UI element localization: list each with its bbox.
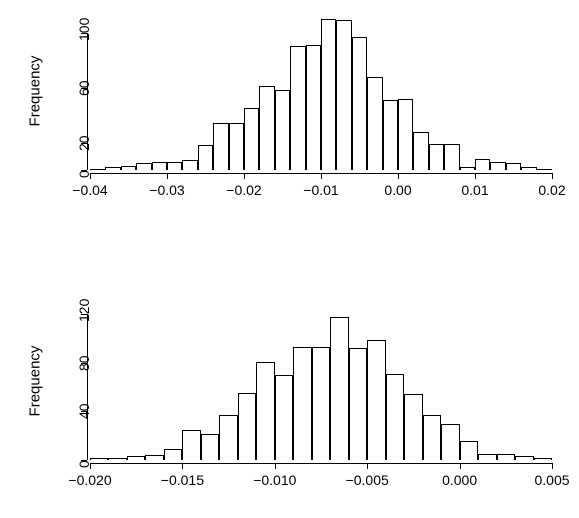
histogram-bar [312, 347, 330, 460]
histogram-bar [404, 394, 422, 460]
x-tick-mark [367, 463, 368, 469]
histogram-bar [336, 20, 351, 170]
histogram-bar [164, 449, 182, 460]
histogram-bar [478, 454, 496, 460]
histogram-bar [497, 454, 515, 460]
histogram-bar [429, 144, 444, 170]
y-tick-label: 60 [76, 80, 92, 96]
y-tick-label: 40 [76, 404, 92, 420]
histogram-bar [145, 455, 163, 460]
x-tick-mark [167, 173, 168, 179]
x-axis-line [90, 463, 552, 464]
x-tick-mark [552, 463, 553, 469]
x-tick-mark [475, 173, 476, 179]
y-tick-label: 100 [76, 17, 92, 40]
histogram-bar [275, 375, 293, 460]
histogram-bar [521, 167, 536, 170]
y-tick-label: 20 [76, 135, 92, 151]
histogram-bar [441, 424, 459, 460]
x-tick-label: 0.00 [384, 182, 411, 198]
histogram-bar [506, 163, 521, 170]
histogram-panel-top: −0.04−0.03−0.02−0.010.000.010.0202060100… [90, 12, 552, 170]
histogram-bar [259, 86, 274, 170]
histogram-bar [349, 348, 367, 460]
histogram-bar [152, 162, 167, 170]
histogram-bar [423, 415, 441, 460]
x-tick-label: −0.02 [226, 182, 261, 198]
histogram-bar [460, 167, 475, 170]
histogram-bar [367, 340, 385, 460]
histogram-bar [198, 145, 213, 170]
x-tick-label: 0.01 [461, 182, 488, 198]
histogram-bar [293, 347, 311, 460]
histogram-bar [127, 456, 145, 460]
histogram-bar [537, 169, 552, 170]
x-tick-mark [398, 173, 399, 179]
x-tick-label: −0.04 [72, 182, 107, 198]
histogram-bar [475, 159, 490, 170]
histogram-bar [105, 167, 120, 170]
x-tick-mark [321, 173, 322, 179]
histogram-bar [201, 434, 219, 460]
histogram-bar [413, 132, 428, 170]
histogram-bar [490, 162, 505, 170]
histogram-bar [515, 456, 533, 460]
histogram-bar [136, 163, 151, 170]
y-tick-label: 80 [76, 355, 92, 371]
histogram-bar [219, 415, 237, 460]
x-tick-mark [460, 463, 461, 469]
histogram-bar [367, 77, 382, 170]
histogram-bar [108, 458, 126, 460]
y-tick-label: 0 [76, 170, 92, 178]
histogram-bar [229, 123, 244, 170]
figure-container: { "figure": { "width": 579, "height": 51… [0, 0, 579, 518]
y-axis-label: Frequency [27, 56, 44, 127]
y-axis-line [87, 314, 88, 460]
x-tick-label: −0.010 [253, 472, 296, 488]
histogram-bar [256, 362, 274, 460]
histogram-bar [238, 393, 256, 460]
histogram-bar [386, 374, 404, 460]
histogram-bar [460, 441, 478, 460]
x-tick-mark [244, 173, 245, 179]
x-tick-label: 0.000 [442, 472, 477, 488]
histogram-bar [290, 46, 305, 170]
histogram-panel-bottom: −0.020−0.015−0.010−0.0050.0000.005040801… [90, 302, 552, 460]
x-tick-label: −0.005 [346, 472, 389, 488]
x-tick-label: 0.005 [534, 472, 569, 488]
x-tick-label: −0.015 [161, 472, 204, 488]
histogram-bar [182, 430, 200, 460]
x-tick-label: −0.01 [303, 182, 338, 198]
histogram-bar [275, 90, 290, 170]
x-tick-mark [552, 173, 553, 179]
x-tick-label: −0.020 [68, 472, 111, 488]
histogram-bar [121, 166, 136, 170]
y-axis-label: Frequency [27, 346, 44, 417]
histogram-bar [167, 162, 182, 170]
histogram-bar [182, 160, 197, 170]
x-tick-mark [275, 463, 276, 469]
y-tick-label: 0 [76, 460, 92, 468]
histogram-bar [398, 99, 413, 170]
histogram-bar [306, 45, 321, 170]
histogram-bar [534, 458, 552, 460]
histogram-bar [444, 144, 459, 170]
histogram-bar [244, 108, 259, 170]
x-tick-mark [182, 463, 183, 469]
histogram-bar [383, 100, 398, 170]
histogram-bar [213, 123, 228, 170]
histogram-bar [330, 317, 348, 460]
x-tick-label: 0.02 [538, 182, 565, 198]
histogram-bar [90, 169, 105, 170]
histogram-bar [90, 458, 108, 460]
x-tick-label: −0.03 [149, 182, 184, 198]
y-tick-label: 120 [76, 299, 92, 322]
histogram-bar [321, 19, 336, 170]
histogram-bar [352, 37, 367, 170]
